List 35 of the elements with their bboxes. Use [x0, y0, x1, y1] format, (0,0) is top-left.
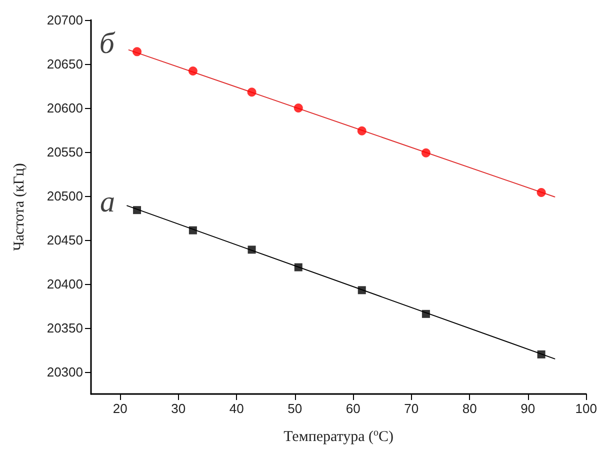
y-tick-label: 20700: [46, 12, 83, 28]
point: [294, 263, 302, 272]
point: [537, 350, 546, 358]
point: [421, 148, 430, 158]
y-tick-label: 20650: [46, 56, 83, 72]
point: [357, 126, 366, 136]
x-tick-label: 20: [112, 401, 128, 416]
point: [188, 66, 198, 76]
point: [132, 47, 142, 56]
x-tick-label: 30: [171, 401, 186, 416]
point: [358, 286, 366, 294]
point: [422, 310, 430, 318]
y-tick-label: 20600: [46, 100, 83, 116]
point: [247, 88, 256, 97]
y-axis-title: Частота (кГц): [12, 163, 28, 251]
x-tick-label: 70: [404, 401, 419, 416]
series-label: б: [99, 27, 116, 60]
point: [188, 226, 197, 234]
x-tick-label: 40: [229, 401, 244, 416]
y-tick-label: 20500: [46, 188, 83, 204]
y-tick-label: 20450: [46, 232, 83, 248]
y-tick-label: 20350: [46, 320, 83, 336]
y-tick-label: 20300: [46, 364, 83, 380]
point: [536, 188, 546, 197]
x-tick-label: 90: [520, 401, 536, 416]
x-tick-label: 60: [346, 401, 360, 416]
x-tick-label: 80: [462, 401, 477, 416]
x-tick-label: 50: [288, 401, 302, 416]
point: [294, 104, 303, 112]
point: [133, 206, 142, 214]
point: [248, 246, 256, 254]
series-label: а: [100, 186, 116, 219]
y-tick-label: 20550: [46, 144, 83, 160]
x-tick-label: 100: [575, 401, 598, 416]
y-tick-label: 20400: [46, 276, 83, 292]
